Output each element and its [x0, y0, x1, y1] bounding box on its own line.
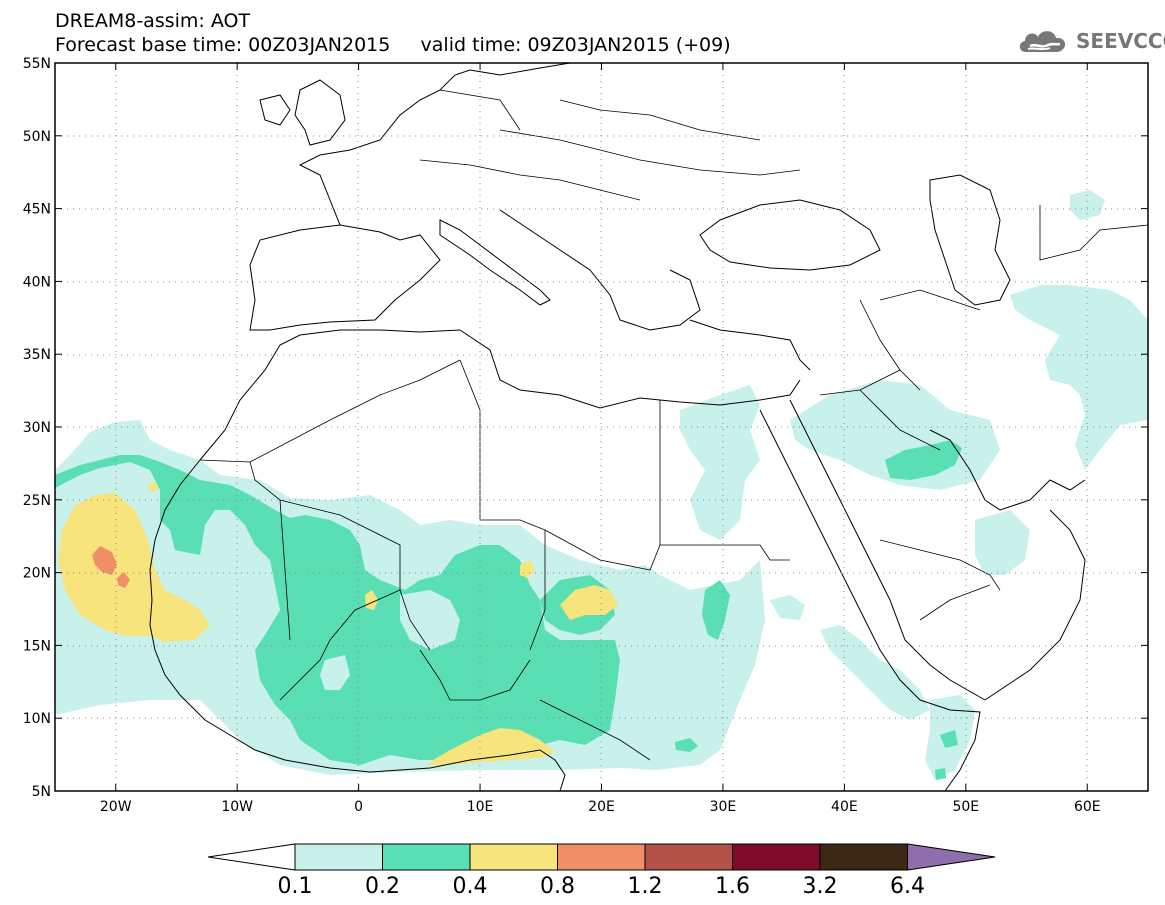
lat-label-30n: 30N: [23, 420, 51, 436]
lat-label-35n: 35N: [23, 347, 51, 363]
map-title: DREAM8-assim: AOT: [55, 10, 251, 32]
colorbar-label: 1.6: [715, 874, 750, 899]
lat-label-40n: 40N: [23, 274, 51, 290]
aot-contour-0.8: [92, 546, 130, 588]
colorbar-label: 0.4: [453, 874, 488, 899]
colorbar-label: 6.4: [890, 874, 925, 899]
lat-label-50n: 50N: [23, 129, 51, 145]
colorbar-box: [732, 843, 821, 871]
lat-label-55n: 55N: [23, 56, 51, 72]
lat-label-20n: 20N: [23, 566, 51, 582]
lon-label-0: 0: [354, 799, 363, 815]
colorbar-label: 0.1: [278, 874, 313, 899]
grid-lines: [55, 63, 1148, 791]
colorbar-label: 0.8: [540, 874, 575, 899]
colorbar-high-arrow: [907, 843, 996, 871]
lat-label-5n: 5N: [32, 784, 51, 800]
colorbar-box: [557, 843, 646, 871]
lon-label-20e: 20E: [588, 799, 615, 815]
colorbar-label: 3.2: [803, 874, 838, 899]
colorbar-low-arrow: [207, 843, 296, 871]
longitude-axis: 20W 10W 0 10E 20E 30E 40E 50E 60E: [100, 63, 1101, 815]
lon-label-20w: 20W: [100, 799, 132, 815]
colorbar-box: [294, 843, 383, 871]
colorbar-label: 1.2: [628, 874, 663, 899]
lon-label-10w: 10W: [221, 799, 253, 815]
seevccc-logo: SEEVCCC: [1016, 24, 1165, 58]
lon-label-30e: 30E: [710, 799, 737, 815]
logo-text: SEEVCCC: [1076, 29, 1165, 53]
colorbar-box: [819, 843, 908, 871]
coastlines: [149, 63, 1086, 791]
lat-label-15n: 15N: [23, 638, 51, 654]
lon-label-50e: 50E: [952, 799, 979, 815]
colorbar-box: [644, 843, 733, 871]
lat-label-25n: 25N: [23, 493, 51, 509]
lon-label-10e: 10E: [467, 799, 494, 815]
latitude-axis: 55N 50N 45N 40N 35N 30N 25N 20N 15N 10N 5N: [23, 56, 1148, 800]
lat-label-45n: 45N: [23, 202, 51, 218]
lat-label-10n: 10N: [23, 711, 51, 727]
colorbar-box: [469, 843, 558, 871]
cloud-icon: [1019, 31, 1066, 52]
aot-field: [55, 63, 1148, 791]
forecast-time-line: Forecast base time: 00Z03JAN2015 valid t…: [55, 34, 731, 56]
colorbar-label: 0.2: [365, 874, 400, 899]
colorbar-box: [382, 843, 471, 871]
lon-label-60e: 60E: [1074, 799, 1101, 815]
country-borders: [199, 89, 1148, 761]
lon-label-40e: 40E: [831, 799, 858, 815]
